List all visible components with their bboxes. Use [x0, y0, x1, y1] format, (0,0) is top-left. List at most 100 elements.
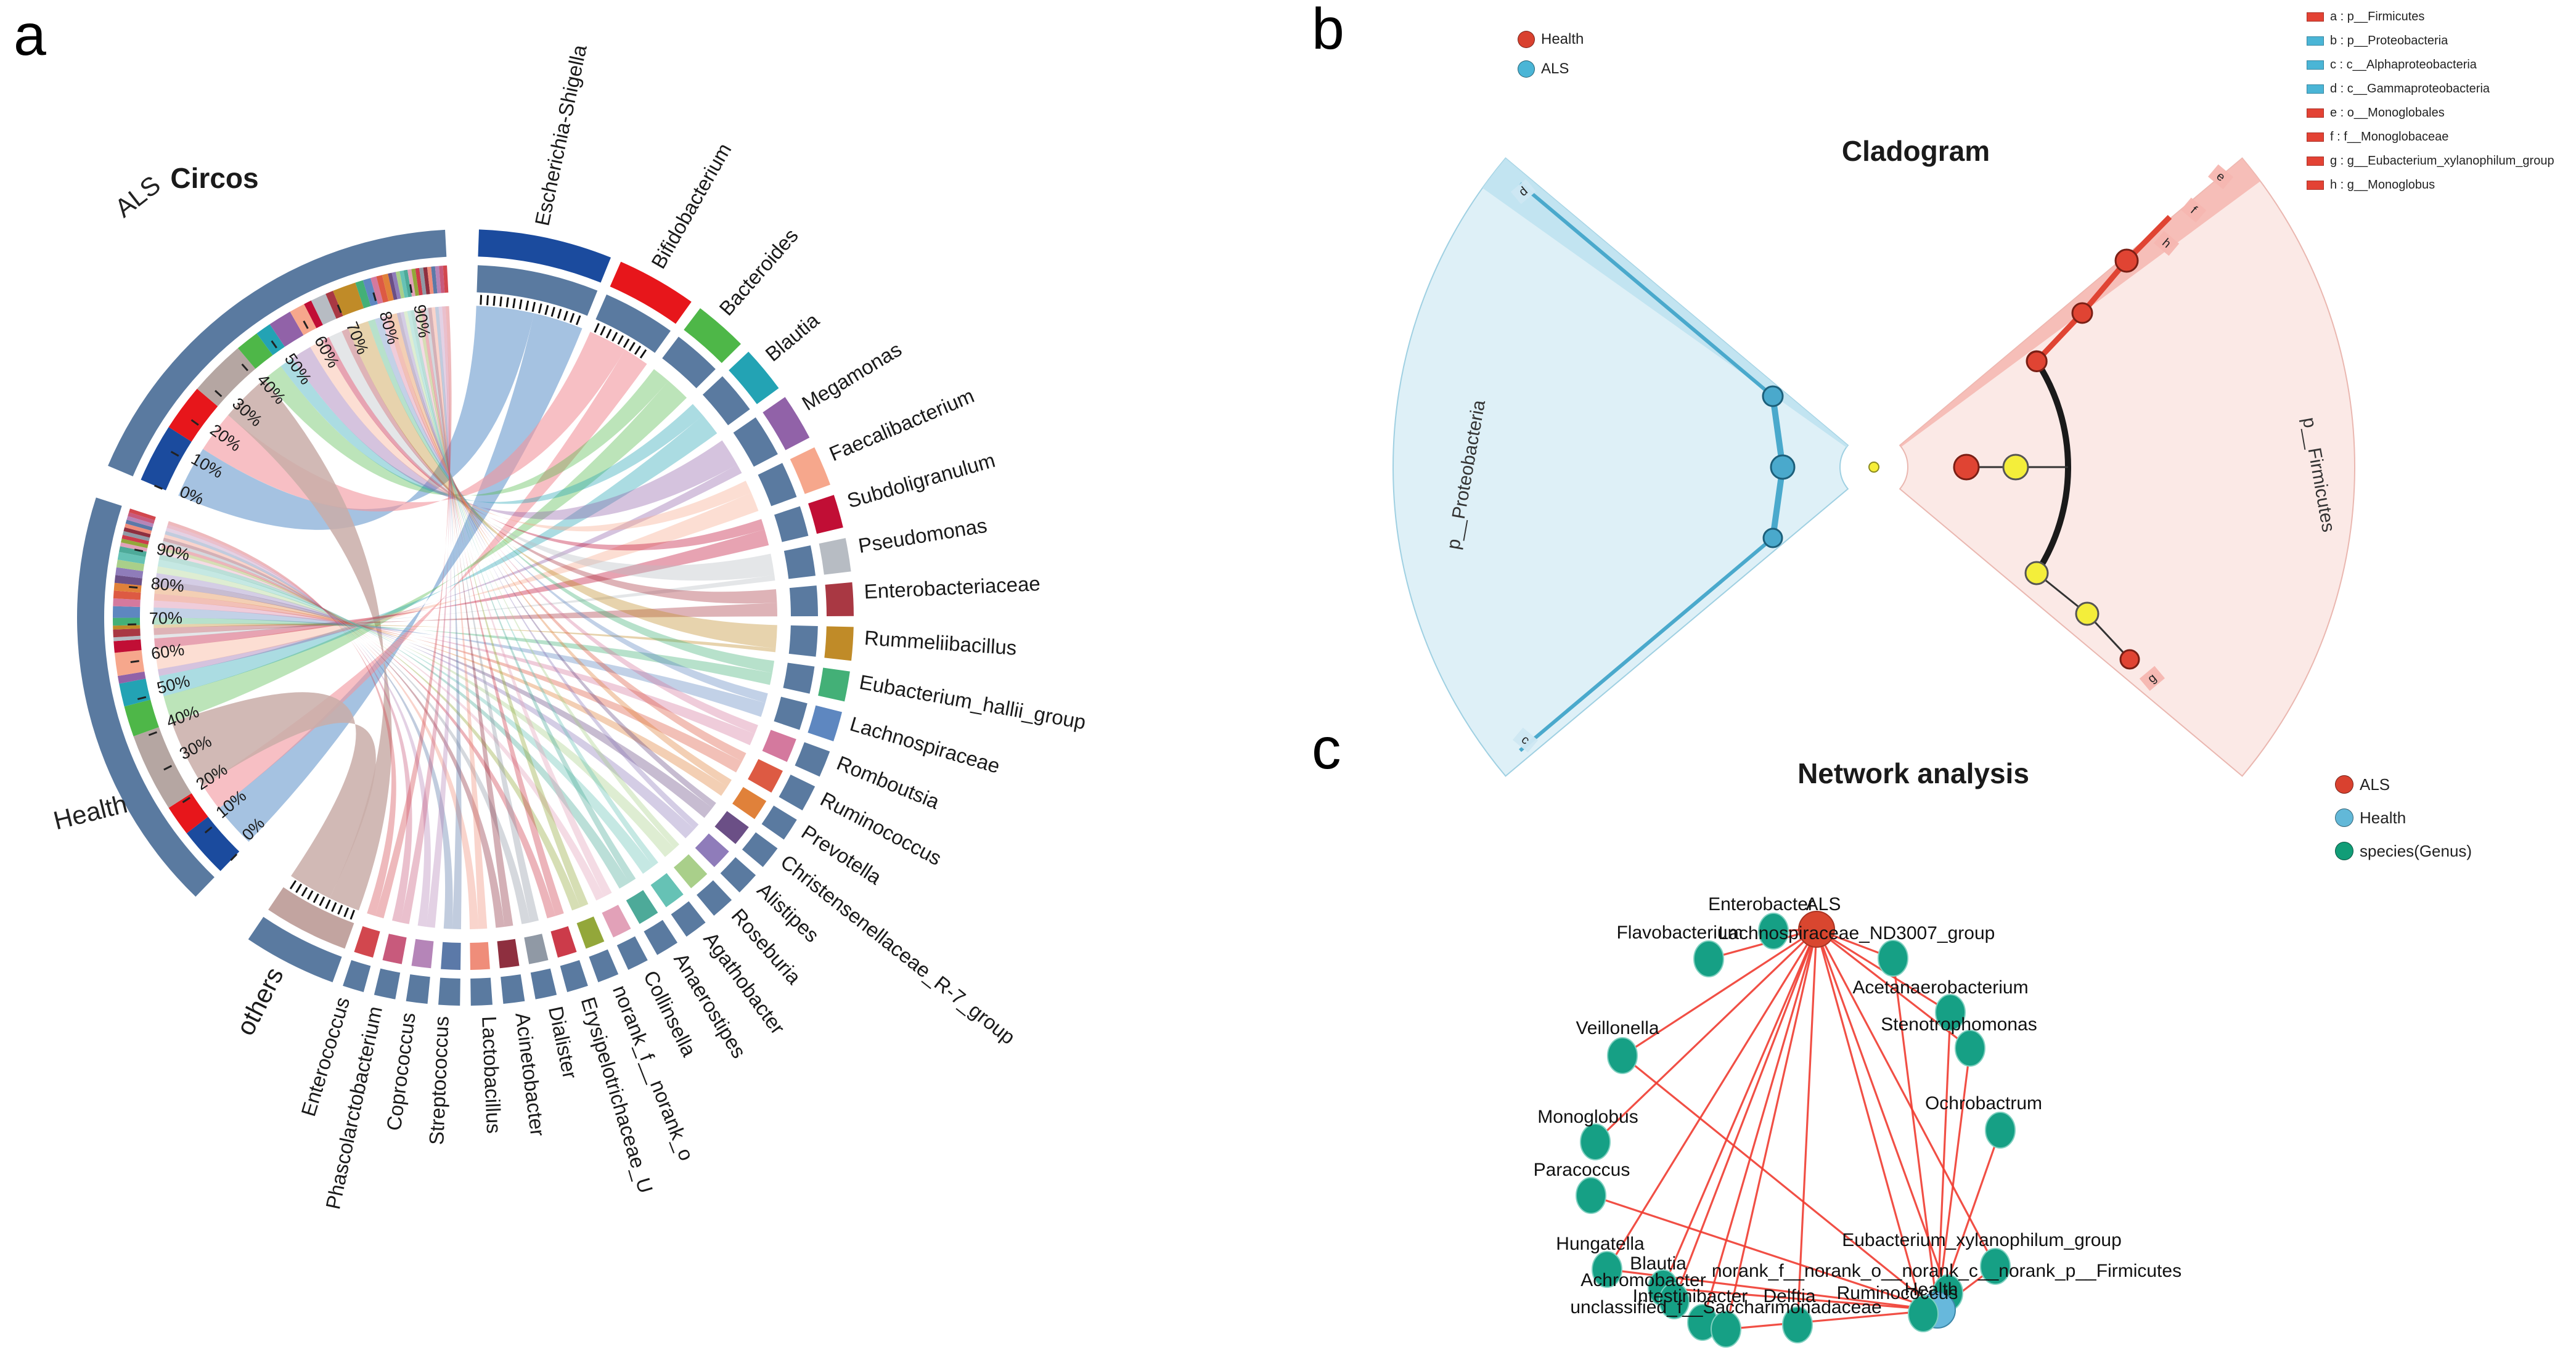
circos-sample-bar-segment	[382, 273, 394, 301]
network-edge	[1594, 928, 1818, 1143]
circos-comb-tick	[550, 306, 555, 317]
circos-genus-label: others	[231, 963, 289, 1040]
circos-genus-outer-arc	[795, 742, 830, 777]
circos-genus-label: Bacteroides	[714, 224, 803, 320]
legend-item: d : c__Gammaproteobacteria	[2307, 77, 2554, 101]
cladogram-node-firmicutes	[2071, 302, 2093, 324]
circos-percent-tick	[163, 765, 173, 771]
circos-sample-bar-segment	[325, 290, 343, 319]
circos-genus-inner-arc	[758, 463, 797, 507]
circos-title: Circos	[170, 162, 259, 194]
panel-letter-a: a	[14, 2, 46, 68]
legend-swatch-icon	[2307, 84, 2324, 94]
circos-sample-bar-segment	[395, 271, 405, 299]
circos-genus-label: Lactobacillus	[478, 1016, 505, 1134]
circos-genus-inner-arc	[695, 833, 729, 868]
circos-sample-bar-segment	[114, 575, 142, 586]
circos-genus-inner-arc	[783, 545, 816, 579]
circos-comb-tick	[617, 335, 624, 345]
legend-item: h : g__Monoglobus	[2307, 173, 2554, 197]
circos-sample-bar-segment	[125, 523, 152, 534]
circos-genus-outer-arc	[671, 901, 706, 937]
circos-genus-outer-arc	[478, 229, 611, 283]
network-node-label: Monoglobus	[1537, 1107, 1638, 1127]
cladogram-node-proteobacteria	[1762, 385, 1784, 407]
network-node-genus	[1576, 1177, 1606, 1214]
circos-sample-bar-segment	[126, 516, 154, 527]
circos-ribbon	[280, 358, 703, 504]
circos-genus-label: Bifidobacterium	[647, 139, 736, 272]
circos-genus-label: Dialister	[544, 1004, 582, 1081]
circos-percent-tick	[190, 419, 199, 426]
circos-sample-bar-segment	[129, 508, 156, 521]
circos-genus-label: Streptococcus	[425, 1016, 453, 1145]
circos-sample-bar-segment	[113, 590, 141, 600]
legend-label: f : f__Monoglobaceae	[2330, 130, 2449, 144]
circos-percent-tick	[409, 284, 413, 293]
legend-swatch-icon	[2307, 132, 2324, 142]
circos-sample-bar-segment	[269, 311, 304, 347]
circos-percent-tick	[182, 797, 190, 804]
network-edge	[1673, 929, 1818, 1301]
circos-ribbon	[400, 306, 451, 924]
circos-comb-tick	[313, 893, 319, 903]
cladogram-node-neutral	[2024, 561, 2049, 585]
circos-genus-inner-arc	[733, 417, 778, 467]
network-node-genus	[1607, 1037, 1638, 1074]
circos-sample-bar-segment	[419, 267, 427, 295]
circos-sample-bar-segment	[113, 635, 141, 641]
circos-genus-outer-arc	[589, 949, 619, 983]
circos-comb-tick	[486, 295, 489, 306]
legend-item: g : g__Eubacterium_xylanophilum_group	[2307, 149, 2554, 173]
cladogram-letter-box	[1510, 179, 1537, 205]
circos-ribbon	[426, 306, 451, 928]
network-edge	[1936, 1048, 1971, 1311]
circos-ribbon	[155, 492, 759, 670]
network-node-label: Achromobacter	[1580, 1270, 1706, 1290]
legend-item: c : c__Alphaproteobacteria	[2307, 53, 2554, 77]
network-node-genus	[1878, 940, 1908, 977]
legend-swatch-icon	[2307, 181, 2324, 190]
circos-genus-outer-arc	[779, 775, 816, 811]
circos-sample-bar-segment	[399, 270, 409, 298]
circos-genus-label: Megamonas	[798, 338, 906, 415]
circos-sample-bar-segment	[423, 267, 430, 295]
circos-comb-tick	[337, 905, 343, 915]
circos-comb-tick	[557, 308, 562, 319]
circos-sample-bar-segment	[376, 275, 389, 303]
circos-genus-inner-arc	[789, 585, 818, 617]
network-edge	[1621, 1054, 1939, 1311]
circos-comb-tick	[319, 896, 325, 906]
circos-comb-tick	[295, 883, 303, 894]
network-node-label: Health	[1905, 1279, 1958, 1300]
circos-percent-tick	[137, 696, 147, 701]
circos-genus-outer-arc	[610, 261, 692, 324]
legend-dot-icon	[1518, 31, 1535, 48]
circos-sample-bar-segment	[114, 650, 145, 677]
legend-item: Health	[1518, 25, 1584, 54]
circos-genus-outer-arc	[824, 626, 854, 661]
circos-sample-bar-segment	[256, 324, 285, 356]
network-node-label: Veillonella	[1576, 1018, 1659, 1038]
circos-comb-tick	[505, 297, 509, 307]
circos-genus-outer-arc	[530, 968, 557, 1000]
circos-comb-tick	[639, 349, 647, 359]
circos-sample-bar-segment	[304, 300, 323, 328]
circos-sample-bar-segment	[124, 699, 159, 736]
circos-genus-inner-arc	[732, 787, 767, 820]
network-node-genus	[1580, 1123, 1611, 1160]
network-node-genus	[1935, 994, 1966, 1031]
circos-genus-inner-arc	[550, 926, 577, 958]
circos-sample-bar-segment	[123, 527, 151, 538]
network-node-label: Lachnospiraceae_ND3007_group	[1719, 923, 1995, 943]
cladogram-node-firmicutes	[2026, 350, 2048, 372]
legend-label: ALS	[2360, 775, 2390, 794]
legend-swatch-icon	[2307, 157, 2324, 166]
circos-comb-tick	[301, 887, 308, 897]
circos-sample-bar-segment	[120, 542, 148, 552]
circos-genus-outer-arc	[818, 667, 850, 702]
circos-genus-inner-arc	[576, 916, 605, 949]
circos-sample-bar-segment	[333, 282, 364, 316]
